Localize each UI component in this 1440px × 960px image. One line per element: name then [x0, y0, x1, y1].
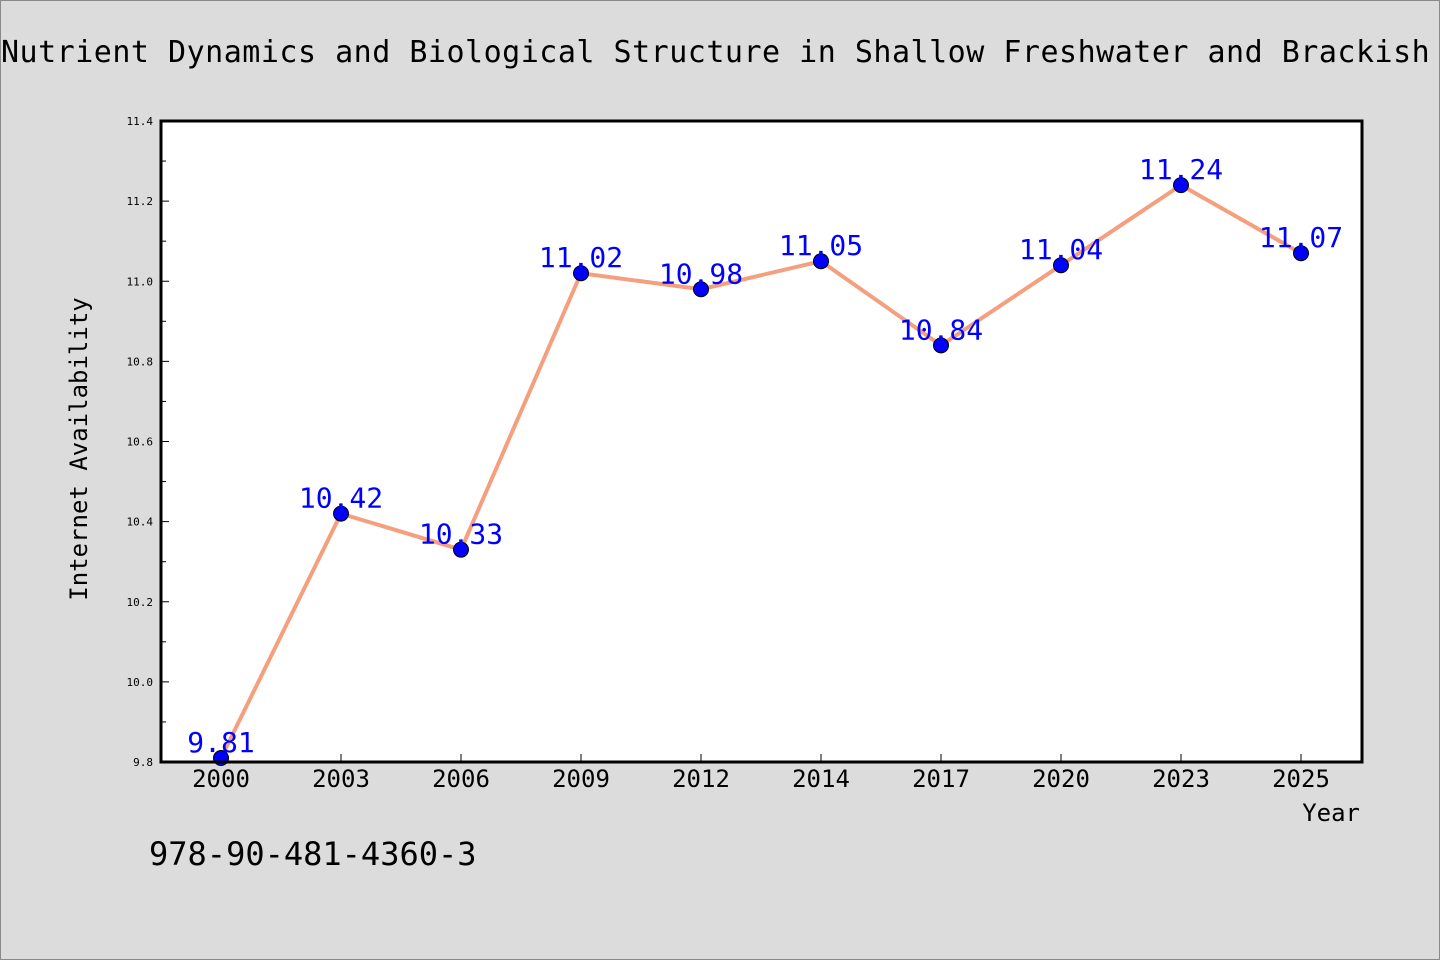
data-point-marker: [573, 265, 589, 282]
y-tick-label: 10.0: [127, 676, 154, 689]
isbn-text: 978-90-481-4360-3: [149, 835, 477, 873]
data-point-marker: [453, 541, 469, 558]
y-tick-label: 10.4: [127, 516, 154, 529]
data-label: 11.24: [1139, 153, 1223, 186]
y-axis-label: Internet Availability: [65, 297, 93, 600]
y-tick-label: 11.2: [127, 195, 154, 208]
x-tick-label: 2000: [192, 765, 250, 793]
x-tick-label: 2020: [1032, 765, 1090, 793]
x-tick-label: 2012: [672, 765, 730, 793]
data-point-marker: [813, 253, 829, 270]
data-label: 9.81: [187, 726, 254, 759]
data-label: 11.04: [1019, 233, 1103, 266]
y-tick-label: 10.6: [127, 436, 154, 449]
x-tick-label: 2017: [912, 765, 970, 793]
y-tick-label: 9.8: [133, 756, 153, 769]
x-tick-label: 2006: [432, 765, 490, 793]
x-tick-label: 2003: [312, 765, 370, 793]
y-tick-label: 10.2: [127, 596, 154, 609]
y-tick-label: 11.0: [127, 275, 154, 288]
data-point-marker: [933, 337, 949, 354]
plot-area: [161, 121, 1362, 762]
data-point-marker: [693, 281, 709, 298]
data-point-marker: [1173, 177, 1189, 194]
x-tick-label: 2025: [1272, 765, 1330, 793]
plot-frame: [159, 119, 1364, 764]
data-label: 11.05: [779, 229, 863, 262]
data-label: 10.33: [419, 518, 503, 551]
data-label: 10.42: [299, 482, 383, 515]
data-point-marker: [333, 505, 349, 522]
chart-title: Nutrient Dynamics and Biological Structu…: [1, 35, 1440, 70]
x-tick-label: 2023: [1152, 765, 1210, 793]
series-line: [219, 183, 1302, 759]
data-point-marker: [1053, 257, 1069, 274]
data-point-marker: [1293, 245, 1309, 262]
y-tick-label: 11.4: [127, 115, 154, 128]
data-label: 11.02: [539, 241, 623, 274]
x-tick-label: 2014: [792, 765, 850, 793]
data-label: 10.98: [659, 257, 743, 290]
data-label: 10.84: [899, 313, 983, 346]
y-tick-label: 10.8: [127, 355, 154, 368]
x-axis-label: Year: [1302, 799, 1360, 827]
x-tick-label: 2009: [552, 765, 610, 793]
data-label: 11.07: [1259, 221, 1343, 254]
